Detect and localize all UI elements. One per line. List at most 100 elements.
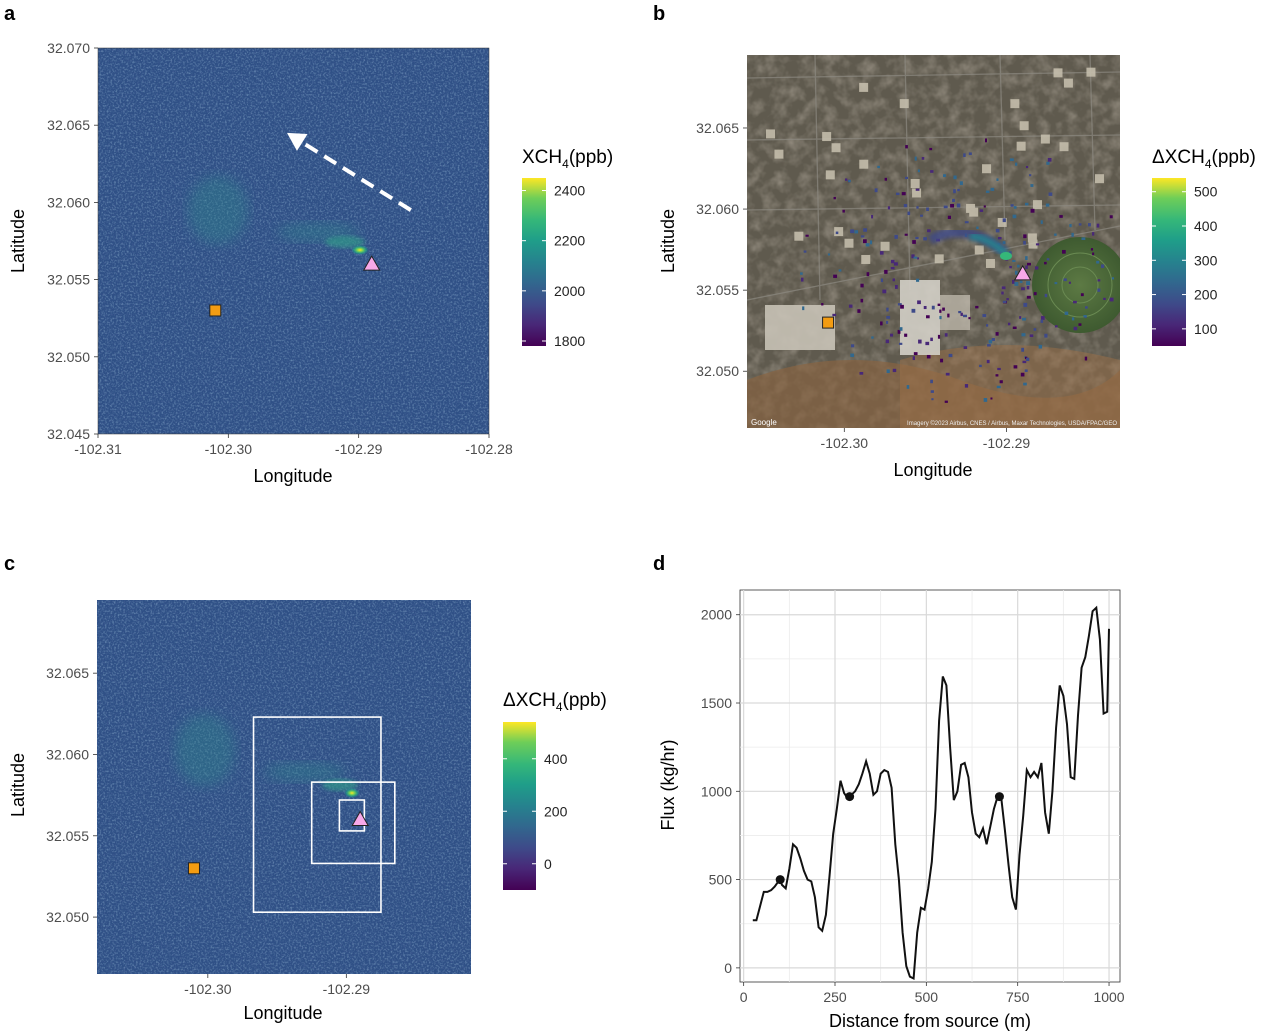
flux-marker-point (845, 792, 855, 802)
enhancement-pixel (986, 324, 989, 327)
enhancement-pixel (860, 235, 865, 238)
enhancement-pixel (1054, 233, 1057, 236)
colorbar-c: ΔXCH4(ppb) 400 200 0 (503, 690, 607, 890)
enhancement-pixel (1017, 264, 1020, 268)
enhancement-pixel (990, 187, 995, 191)
enhancement-pixel (929, 147, 933, 151)
enhancement-pixel (1022, 317, 1026, 321)
enhancement-pixel (838, 269, 842, 272)
x-tick-label: -102.29 (323, 981, 371, 997)
enhancement-pixel (1054, 282, 1058, 285)
enhancement-pixel (863, 239, 867, 244)
enhancement-pixel (899, 327, 903, 331)
enhancement-pixel (1026, 281, 1031, 286)
enhancement-pixel (937, 334, 941, 339)
enhancement-pixel (944, 333, 948, 337)
enhancement-pixel (1097, 288, 1101, 292)
integration-box (252, 716, 382, 914)
enhancement-pixel (916, 257, 919, 260)
enhancement-pixel (950, 204, 955, 208)
enhancement-pixel (997, 236, 1002, 240)
y-axis-title-d: Flux (kg/hr) (658, 739, 678, 830)
enhancement-pixel (999, 380, 1003, 384)
enhancement-pixel (926, 354, 931, 359)
enhancement-pixel (800, 277, 804, 282)
y-axis-c: 32.050 32.055 32.060 32.065 (46, 665, 97, 925)
x-axis-b: -102.30 -102.29 (821, 428, 1030, 451)
y-axis-title-a: Latitude (8, 209, 28, 273)
enhancement-pixel (827, 253, 831, 256)
well-pad (1033, 200, 1043, 210)
enhancement-pixel (1040, 220, 1043, 224)
enhancement-pixel (915, 236, 919, 240)
enhancement-pixel (1014, 282, 1019, 286)
enhancement-pixel (968, 317, 971, 320)
enhancement-pixel (1012, 214, 1017, 219)
enhancement-pixel (835, 231, 839, 235)
well-pad (834, 227, 844, 237)
enhancement-pixel (1007, 322, 1011, 326)
colorbar-tick-label: 400 (544, 751, 568, 767)
enhancement-pixel (884, 177, 888, 181)
enhancement-pixel (1025, 265, 1028, 270)
enhancement-pixel (1040, 319, 1044, 323)
center-pivot-field (1032, 237, 1120, 333)
well-pad (859, 82, 869, 92)
enhancement-pixel (983, 205, 986, 208)
enhancement-pixel (890, 266, 895, 270)
well-pad (985, 258, 995, 268)
enhancement-pixel (963, 314, 967, 318)
enhancement-pixel (984, 138, 988, 143)
enhancement-pixel (800, 272, 803, 275)
enhancement-pixel (1023, 382, 1027, 386)
enhancement-pixel (842, 209, 845, 213)
enhancement-pixel (1001, 286, 1006, 290)
colorbar-b: ΔXCH4(ppb) 500 400 300 200 100 (1152, 147, 1256, 346)
enhancement-pixel (960, 312, 963, 316)
well-pad (1010, 99, 1020, 109)
enhancement-pixel (1054, 325, 1058, 328)
enhancement-pixel (1026, 295, 1031, 299)
panel-c: c -102.30 -102.29 32.050 32.055 32.060 32.06… (4, 553, 607, 1023)
integration-box (310, 781, 396, 865)
well-pad (859, 159, 869, 169)
enhancement-pixel (894, 234, 898, 239)
colorbar-tick-label: 500 (1194, 184, 1218, 200)
y-tick-label: 500 (709, 872, 733, 888)
panel-d: d 0 250 500 750 1000 2000 1500 1000 500 0 Distan… (653, 553, 1125, 1031)
enhancement-pixel (1006, 298, 1009, 301)
well-pad (1040, 134, 1050, 144)
colorbar-tick-label: 100 (1194, 321, 1218, 337)
plume-core-a (351, 245, 369, 255)
enhancement-pixel (959, 181, 963, 186)
y-tick-label: 32.065 (46, 665, 89, 681)
enhancement-pixel (1078, 323, 1082, 326)
enhancement-pixel (906, 385, 910, 389)
enhancement-pixel (1096, 260, 1100, 264)
enhancement-pixel (882, 289, 887, 294)
integration-box (338, 799, 366, 832)
well-pad (1019, 121, 1029, 131)
enhancement-pixel (865, 243, 870, 247)
enhancement-pixel (923, 237, 927, 241)
enhancement-pixel (805, 234, 809, 237)
enhancement-pixel (939, 309, 942, 313)
enhancement-pixel (945, 372, 950, 376)
enhancement-pixel (897, 303, 902, 306)
enhancement-pixel (1088, 223, 1091, 227)
y-tick-label: 32.060 (47, 194, 90, 210)
enhancement-pixel (985, 190, 990, 193)
enhancement-pixel (939, 315, 942, 320)
well-pad (880, 241, 890, 251)
integration-boxes (252, 716, 396, 914)
enhancement-pixel (930, 390, 934, 393)
enhancement-pixel (871, 214, 874, 219)
well-pad (1016, 141, 1026, 151)
x-tick-label: 250 (823, 989, 847, 1005)
enhancement-pixel (1029, 174, 1032, 177)
enhancement-pixel (854, 230, 859, 234)
enhancement-pixel (1009, 158, 1014, 162)
enhancement-pixel (833, 196, 836, 200)
map-credit: Imagery ©2023 Airbus, CNES / Airbus, Max… (907, 420, 1117, 427)
square-marker-a (209, 304, 222, 317)
